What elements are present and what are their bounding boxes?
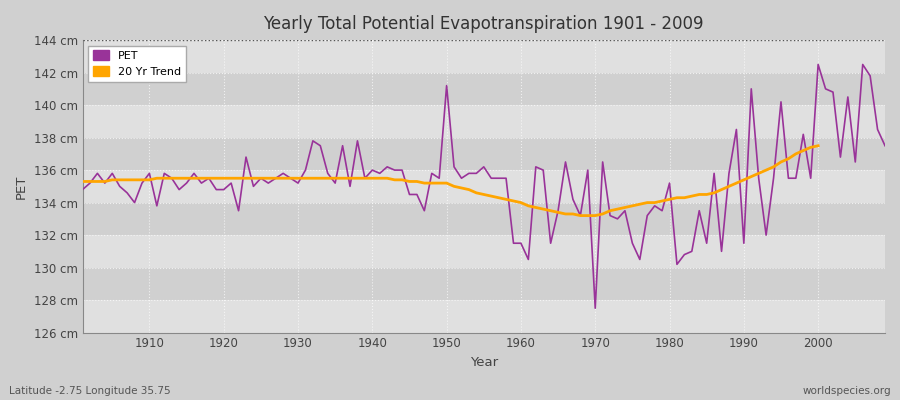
Bar xyxy=(83,73,885,105)
Bar xyxy=(83,300,885,332)
20 Yr Trend xyxy=(456,186,467,190)
Text: worldspecies.org: worldspecies.org xyxy=(803,386,891,396)
PET xyxy=(508,241,519,246)
Line: 20 Yr Trend: 20 Yr Trend xyxy=(83,146,818,216)
20 Yr Trend xyxy=(783,156,794,161)
PET xyxy=(612,216,623,221)
PET xyxy=(300,168,310,172)
Bar xyxy=(83,202,885,235)
20 Yr Trend xyxy=(760,168,771,172)
20 Yr Trend xyxy=(813,143,824,148)
Bar xyxy=(83,235,885,268)
X-axis label: Year: Year xyxy=(470,356,498,369)
Text: Latitude -2.75 Longitude 35.75: Latitude -2.75 Longitude 35.75 xyxy=(9,386,171,396)
Legend: PET, 20 Yr Trend: PET, 20 Yr Trend xyxy=(88,46,185,82)
PET xyxy=(879,143,890,148)
PET xyxy=(813,62,824,67)
PET xyxy=(590,306,600,311)
Bar xyxy=(83,170,885,202)
PET xyxy=(345,184,356,189)
20 Yr Trend xyxy=(219,176,230,181)
Bar xyxy=(83,105,885,138)
PET xyxy=(516,241,526,246)
20 Yr Trend xyxy=(77,179,88,184)
20 Yr Trend xyxy=(248,176,259,181)
PET xyxy=(137,181,148,186)
Y-axis label: PET: PET xyxy=(15,174,28,198)
Bar xyxy=(83,268,885,300)
20 Yr Trend xyxy=(575,213,586,218)
Bar xyxy=(83,138,885,170)
Line: PET: PET xyxy=(83,64,885,308)
20 Yr Trend xyxy=(516,200,526,205)
Title: Yearly Total Potential Evapotranspiration 1901 - 2009: Yearly Total Potential Evapotranspiratio… xyxy=(264,15,704,33)
PET xyxy=(77,187,88,192)
Bar xyxy=(83,40,885,73)
